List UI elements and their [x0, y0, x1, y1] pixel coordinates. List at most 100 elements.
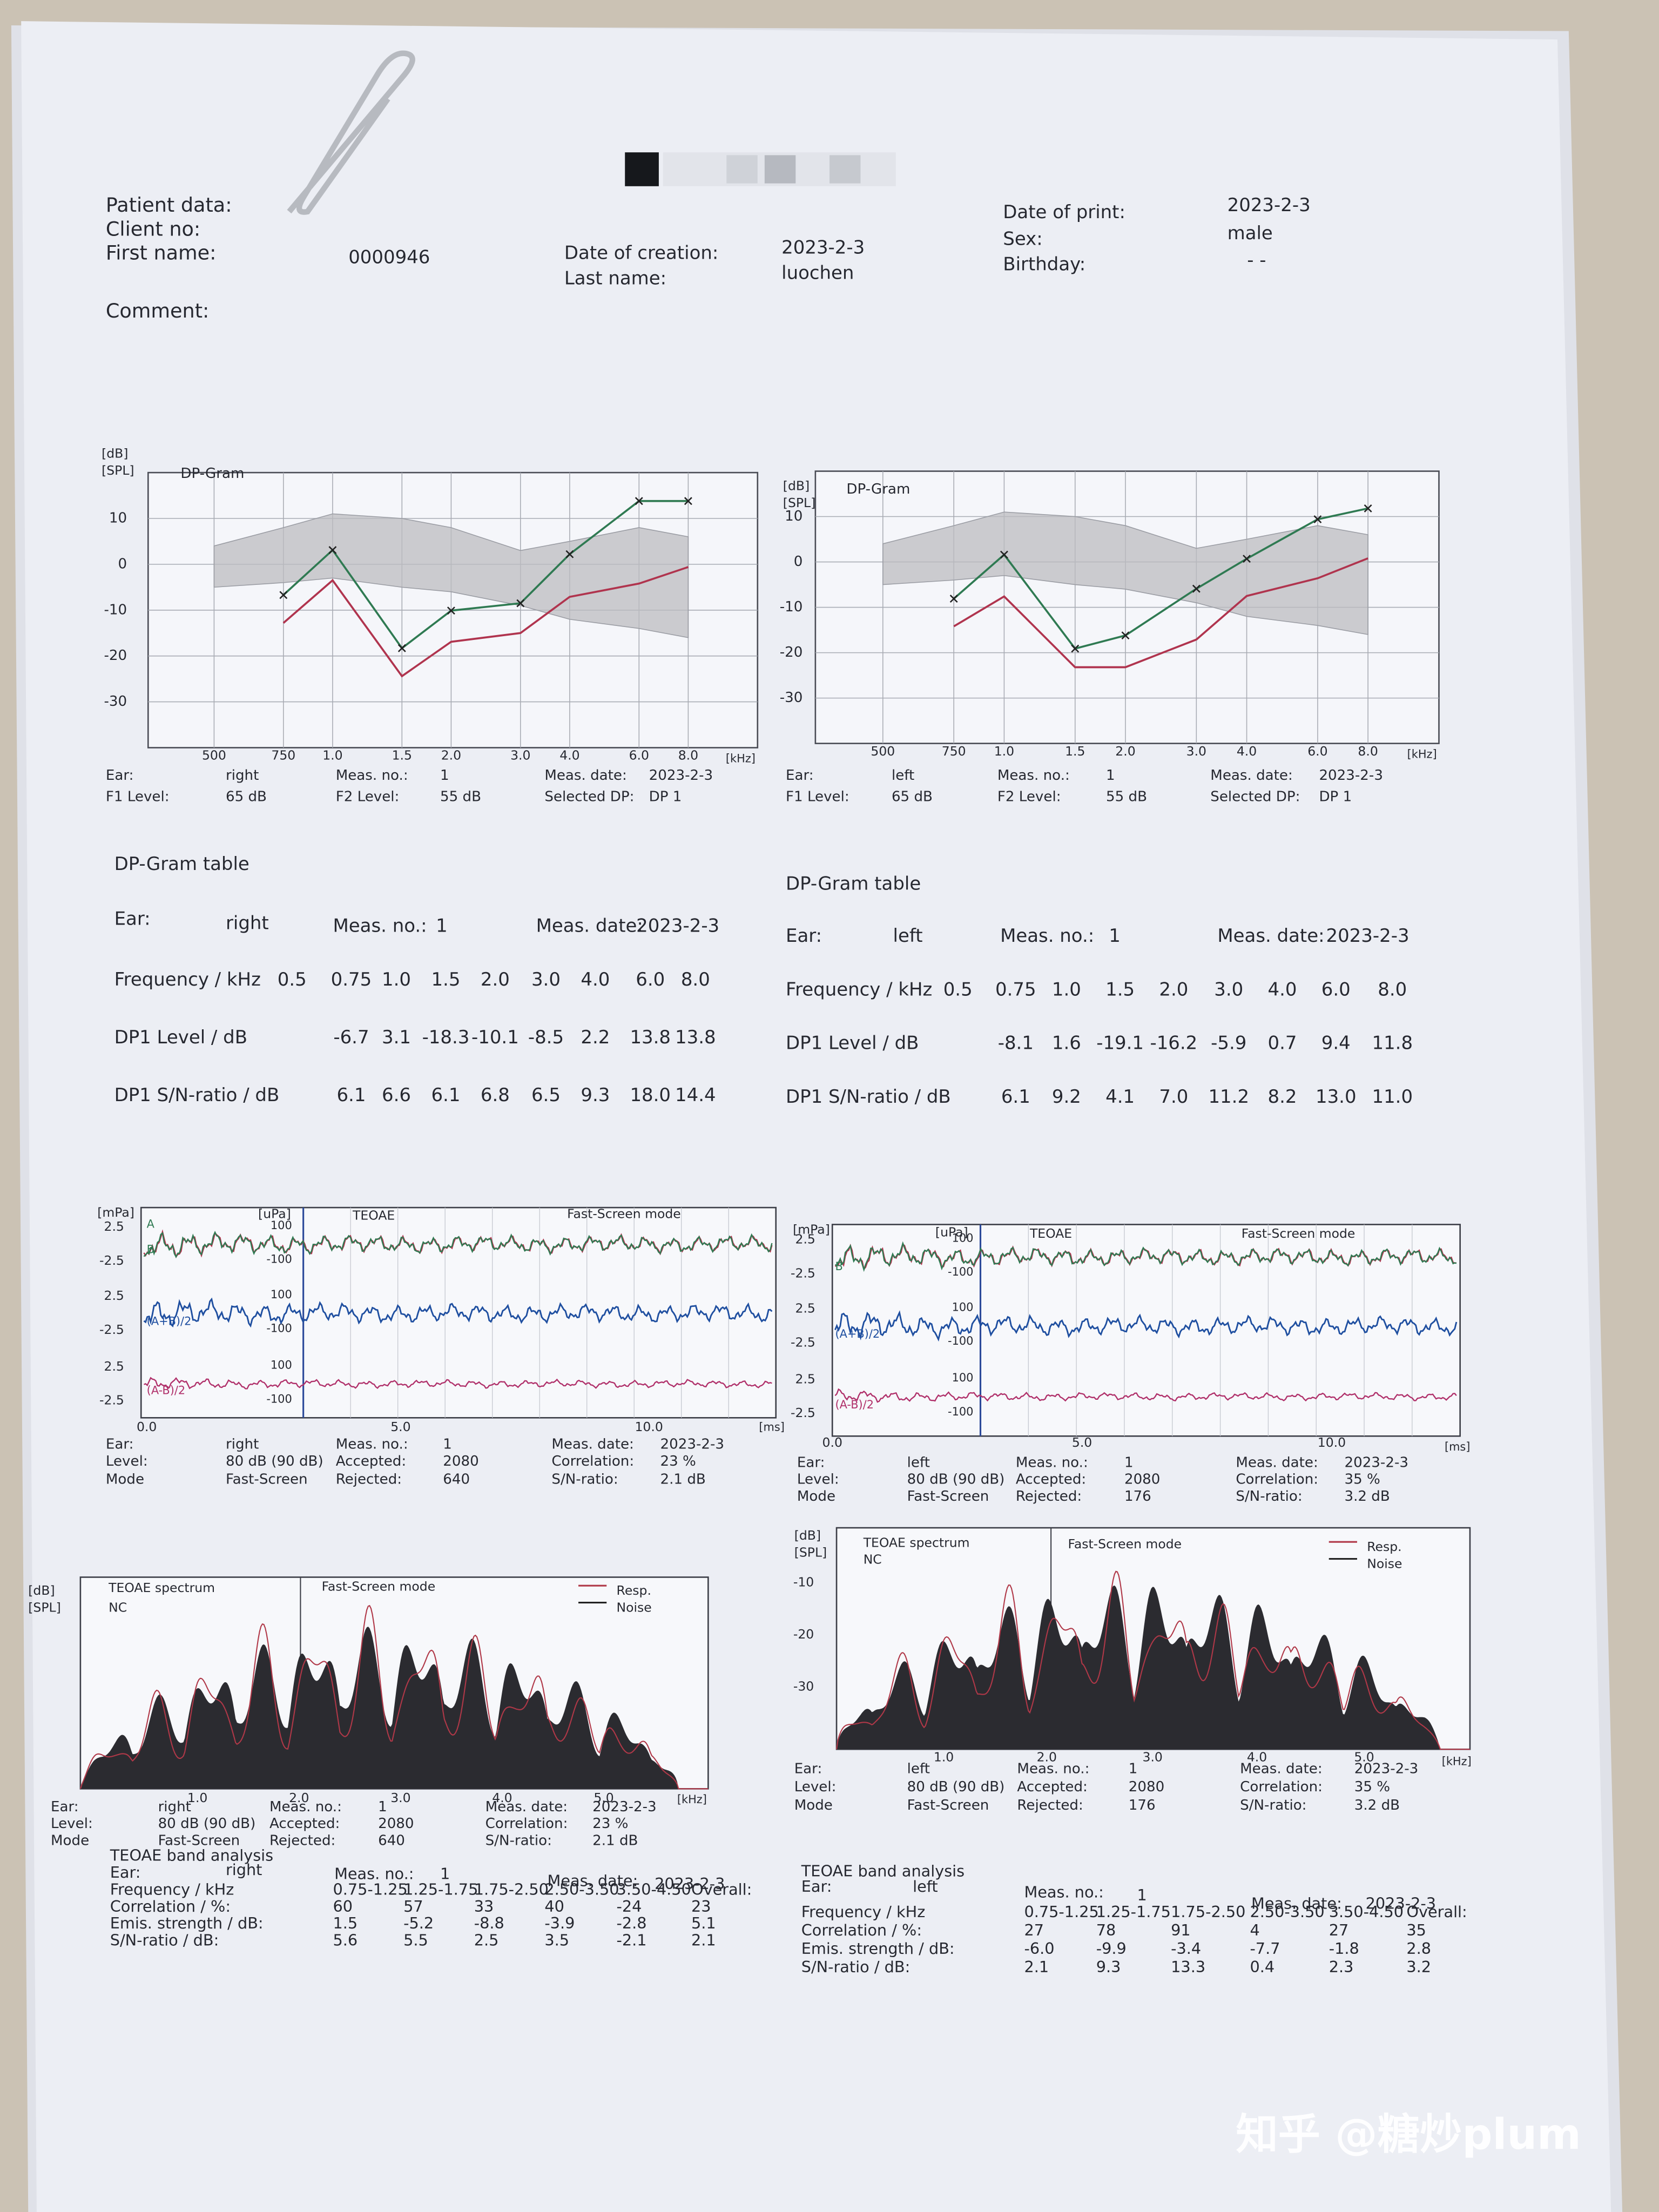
table-cell: 18.0 [630, 1084, 671, 1106]
x-tick-label: 3.0 [1143, 1749, 1163, 1764]
info-value: left [907, 1454, 930, 1471]
x-tick-label: 0.0 [137, 1419, 157, 1434]
x-tick-label: 0.0 [822, 1435, 842, 1450]
info-label: Rejected: [1017, 1797, 1083, 1813]
x-tick-label: 4.0 [492, 1790, 512, 1805]
info-label: Meas. date: [1210, 767, 1292, 784]
x-tick-label: 6.0 [629, 748, 649, 763]
table-cell: 13.0 [1316, 1086, 1357, 1108]
info-value: 35 % [1354, 1779, 1390, 1795]
info-label: F2 Level: [336, 788, 400, 805]
info-label: S/N-ratio: [1236, 1488, 1302, 1505]
y2-tick-label: -100 [948, 1405, 973, 1418]
x-unit: [kHz] [1407, 748, 1437, 761]
info-value: 80 dB (90 dB) [907, 1779, 1005, 1795]
info-value: 3.2 dB [1354, 1797, 1400, 1813]
y-unit: [dB] [28, 1583, 55, 1598]
row-label: S/N-ratio / dB: [801, 1958, 911, 1976]
table-cell: 1.75-2.50 [1171, 1903, 1245, 1921]
info-label: Ear: [786, 767, 814, 784]
info-label: Meas. date: [485, 1799, 568, 1815]
table-header: 1 [440, 1865, 450, 1883]
table-header: 2023-2-3 [1326, 925, 1410, 947]
table-cell: 9.4 [1321, 1033, 1351, 1054]
x-tick-label: 750 [271, 748, 295, 763]
info-label: Level: [51, 1816, 93, 1832]
y-tick-label: -30 [104, 693, 127, 710]
table-cell: 1.5 [1105, 979, 1135, 1000]
info-label: Meas. no.: [1017, 1761, 1089, 1777]
info-label: Accepted: [336, 1453, 406, 1469]
y-tick-label: -20 [104, 648, 127, 664]
x-tick-label: 6.0 [1307, 744, 1327, 759]
trace-label: B [147, 1243, 154, 1256]
info-value: 2023-2-3 [1319, 767, 1383, 784]
table-cell: -7.7 [1250, 1939, 1280, 1958]
table-cell: -9.9 [1096, 1939, 1127, 1958]
data-point [1121, 631, 1130, 640]
table-header: Meas. no.: [334, 1865, 414, 1883]
header-text: - - [1247, 249, 1266, 271]
table-cell: Overall: [691, 1880, 752, 1898]
info-value: Fast-Screen [907, 1488, 989, 1505]
chart-title: DP-Gram [180, 466, 244, 482]
info-value: right [226, 1436, 259, 1452]
table-header: right [226, 1860, 262, 1879]
data-point [447, 606, 455, 615]
info-value: 55 dB [1106, 788, 1147, 805]
info-value: 1 [440, 767, 449, 784]
info-label: Meas. date: [551, 1436, 633, 1452]
table-cell: 9.2 [1052, 1086, 1081, 1108]
info-label: Meas. no.: [269, 1799, 342, 1815]
info-value: 1 [1124, 1454, 1134, 1471]
x-unit: [ms] [759, 1421, 785, 1434]
table-cell: 0.7 [1268, 1033, 1297, 1054]
table-header: Meas. no.: [333, 915, 427, 937]
table-cell: 3.50-4.50 [617, 1880, 691, 1898]
row-label: DP1 S/N-ratio / dB [786, 1086, 951, 1108]
info-label: Ear: [51, 1799, 79, 1815]
table-cell: -1.8 [1329, 1939, 1359, 1958]
x-tick-label: 2.0 [441, 748, 461, 763]
table-header: Meas. date: [548, 1872, 638, 1890]
info-value: 176 [1129, 1797, 1156, 1813]
data-point [1313, 515, 1322, 524]
table-cell: -6.0 [1024, 1939, 1054, 1958]
info-value: 640 [378, 1832, 405, 1849]
data-point [949, 595, 958, 603]
y-tick-label: 2.5 [795, 1232, 815, 1247]
info-value: 65 dB [892, 788, 933, 805]
table-cell: 0.5 [943, 979, 973, 1000]
y-tick-label: 10 [785, 508, 802, 524]
y-tick-label: 0 [118, 556, 127, 572]
row-label: Frequency / kHz [786, 979, 932, 1000]
y-tick-label: 0 [794, 554, 803, 570]
x-tick-label: 2.0 [1037, 1749, 1057, 1764]
table-header: Ear: [114, 908, 151, 930]
waveform [143, 1230, 773, 1258]
paperclip [287, 50, 415, 215]
y2-tick-label: 100 [271, 1219, 292, 1232]
table-header: Ear: [801, 1877, 832, 1896]
info-value: 2080 [443, 1453, 478, 1469]
x-tick-label: 4.0 [1247, 1749, 1267, 1764]
panel-note: NC [109, 1600, 127, 1615]
y-tick-label: -10 [780, 599, 803, 615]
data-line [953, 507, 1368, 650]
table-cell: 27 [1329, 1921, 1349, 1939]
y-tick-label: -2.5 [791, 1334, 815, 1350]
info-value: 3.2 dB [1344, 1488, 1390, 1505]
x-tick-label: 4.0 [559, 748, 579, 763]
x-tick-label: 10.0 [635, 1419, 663, 1434]
table-cell: -2.8 [617, 1914, 647, 1932]
y-unit: [dB] [794, 1528, 821, 1543]
table-cell: 14.4 [675, 1084, 716, 1106]
table-header: 2023-2-3 [636, 915, 719, 937]
x-tick-label: 8.0 [678, 748, 698, 763]
table-cell: 8.2 [1268, 1086, 1297, 1108]
panel-mode: Fast-Screen mode [567, 1206, 681, 1222]
info-label: Selected DP: [544, 788, 634, 805]
table-header: 1 [436, 915, 448, 937]
table-cell: 6.5 [531, 1084, 561, 1106]
trace-label: A [147, 1217, 155, 1230]
